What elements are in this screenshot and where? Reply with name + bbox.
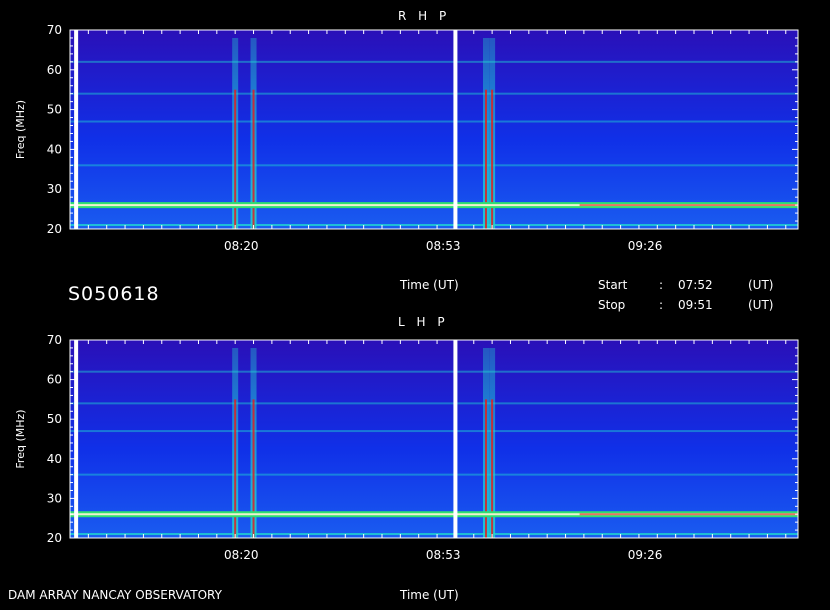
start-value: 07:52 xyxy=(678,278,713,292)
y-tick-label: 30 xyxy=(47,182,62,196)
burst-core xyxy=(234,89,237,229)
plot-frame xyxy=(69,29,799,230)
time-axis-label-top: Time (UT) xyxy=(400,278,459,292)
y-tick-label: 50 xyxy=(47,103,62,117)
band-62mhz xyxy=(70,370,798,373)
band-47mhz xyxy=(70,430,798,433)
start-sep: : xyxy=(659,278,664,292)
y-tick-label: 40 xyxy=(47,452,62,466)
y-tick-label: 20 xyxy=(47,531,62,545)
band-26mhz-hot xyxy=(579,204,798,207)
white-vertical-line xyxy=(453,340,458,538)
y-tick-label: 50 xyxy=(47,412,62,426)
x-tick-label: 09:26 xyxy=(628,548,663,562)
y-tick-label: 60 xyxy=(47,373,62,387)
panel-title-rhp: R H P xyxy=(398,9,451,23)
band-47mhz xyxy=(70,120,798,123)
band-54mhz xyxy=(70,402,798,405)
spectrum-area xyxy=(70,340,798,538)
band-36mhz xyxy=(70,164,798,167)
start-label: Start xyxy=(598,278,628,292)
x-tick-label: 08:20 xyxy=(224,239,259,253)
band-21mhz xyxy=(70,533,798,536)
y-axis-label: Freq (MHz) xyxy=(14,409,27,468)
burst-core xyxy=(485,89,487,229)
time-axis-label-bottom: Time (UT) xyxy=(400,588,459,602)
burst-core xyxy=(491,89,494,229)
observation-id: S050618 xyxy=(68,283,160,305)
stop-value: 09:51 xyxy=(678,298,713,312)
white-vertical-line xyxy=(453,30,458,229)
white-vertical-line xyxy=(74,340,79,538)
band-26mhz-core xyxy=(70,513,798,516)
burst-core xyxy=(491,399,494,538)
y-tick-label: 40 xyxy=(47,142,62,156)
stop-unit: (UT) xyxy=(748,298,774,312)
y-tick-label: 70 xyxy=(47,23,62,37)
y-tick-label: 20 xyxy=(47,222,62,236)
x-tick-label: 08:20 xyxy=(224,548,259,562)
x-tick-label: 08:53 xyxy=(426,239,461,253)
band-54mhz xyxy=(70,92,798,95)
burst-core xyxy=(234,399,237,538)
stop-label: Stop xyxy=(598,298,626,312)
burst-core xyxy=(252,89,255,229)
burst-core xyxy=(252,399,255,538)
footer-observatory: DAM ARRAY NANCAY OBSERVATORY xyxy=(8,588,222,602)
panel-title-lhp: L H P xyxy=(398,315,449,329)
burst-core xyxy=(485,399,487,538)
y-tick-label: 30 xyxy=(47,491,62,505)
x-tick-label: 08:53 xyxy=(426,548,461,562)
band-26mhz-core xyxy=(70,204,798,207)
plot-frame xyxy=(69,339,799,539)
y-tick-label: 70 xyxy=(47,333,62,347)
white-vertical-line xyxy=(74,30,79,229)
stop-sep: : xyxy=(659,298,664,312)
y-axis-label: Freq (MHz) xyxy=(14,100,27,159)
y-tick-label: 60 xyxy=(47,63,62,77)
band-26mhz-hot xyxy=(579,513,798,516)
x-tick-label: 09:26 xyxy=(628,239,663,253)
band-62mhz xyxy=(70,60,798,63)
band-21mhz xyxy=(70,224,798,227)
band-36mhz xyxy=(70,473,798,476)
spectrum-area xyxy=(70,30,798,229)
start-unit: (UT) xyxy=(748,278,774,292)
